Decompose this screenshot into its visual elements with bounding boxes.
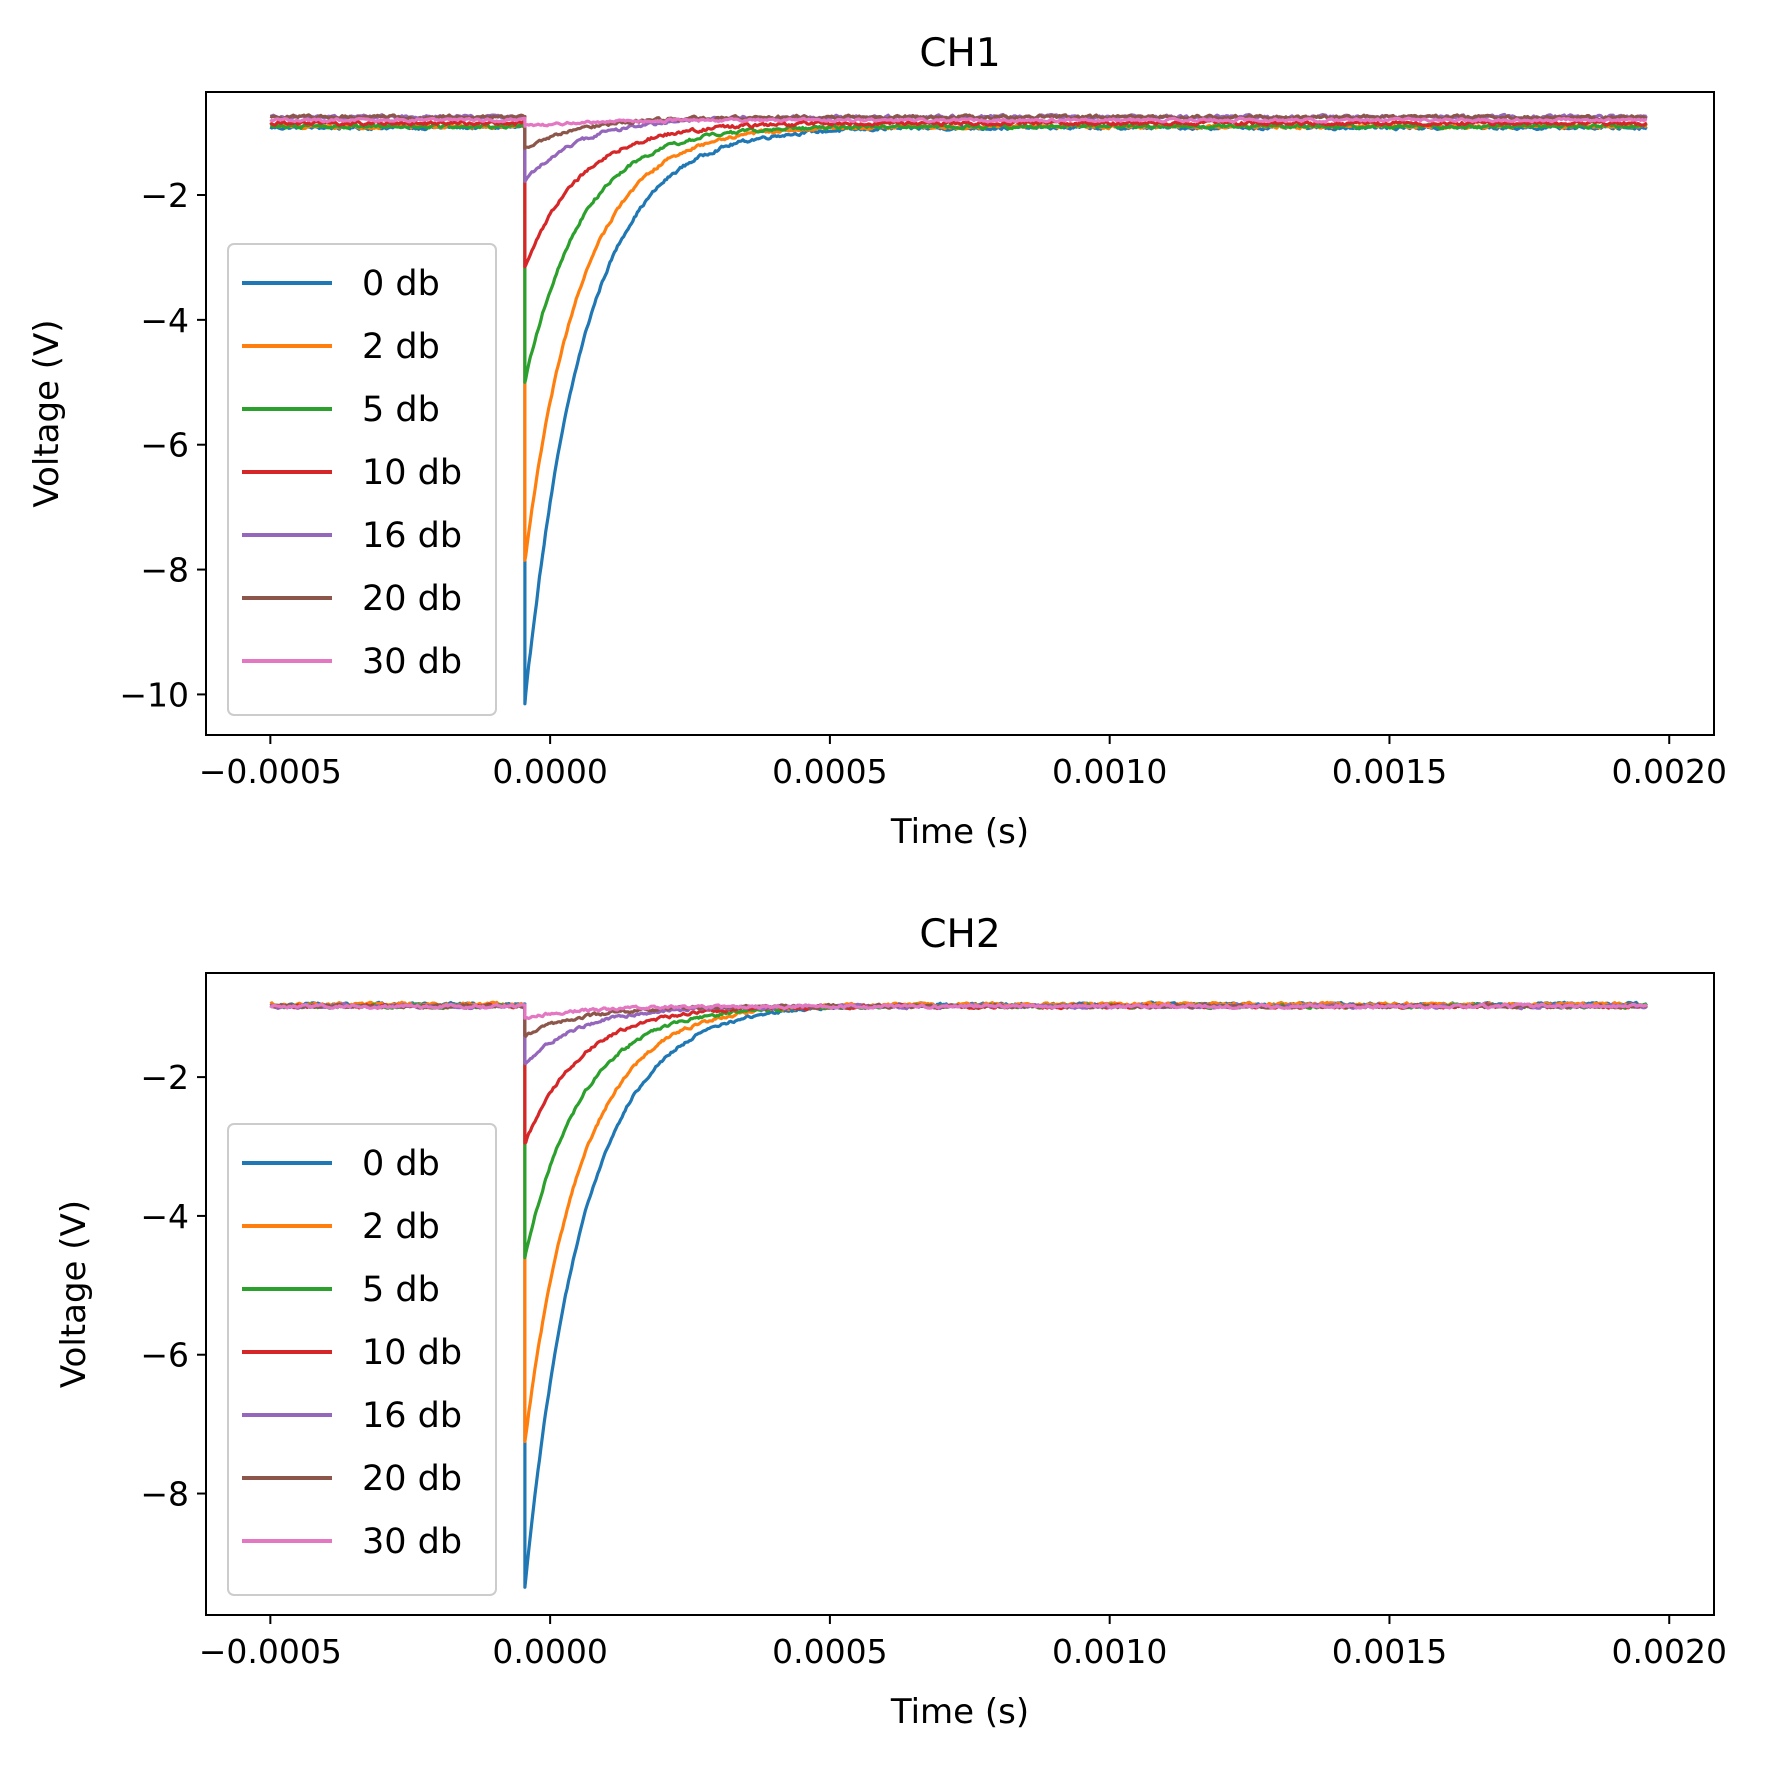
y-axis-label: Voltage (V) (54, 1200, 94, 1388)
chart-title: CH1 (919, 31, 1000, 76)
x-tick-label: 0.0000 (492, 752, 607, 791)
legend-label: 30 db (362, 1522, 462, 1562)
x-tick-label: 0.0020 (1612, 1632, 1727, 1671)
legend: 0 db 2 db 5 db 10 db 16 db 20 db 30 db (227, 1123, 497, 1596)
series-line-30-db (269, 116, 1648, 128)
legend-label: 16 db (362, 516, 462, 556)
axes-frame (205, 91, 1715, 736)
y-tick-label: −10 (119, 675, 189, 714)
legend-label: 30 db (362, 642, 462, 682)
x-axis-label: Time (s) (890, 1692, 1029, 1732)
y-axis-label: Voltage (V) (27, 319, 67, 507)
legend-label: 0 db (362, 264, 440, 304)
x-tick-label: 0.0005 (772, 752, 887, 791)
legend-label: 2 db (362, 1207, 440, 1247)
x-tick-label: 0.0000 (492, 1632, 607, 1671)
legend-label: 5 db (362, 390, 440, 430)
x-axis-label: Time (s) (890, 812, 1029, 852)
legend-label: 16 db (362, 1396, 462, 1436)
chart-ch2: −0.0005 0.0000 0.0005 0.0010 0.0015 0.0020 −2 −… (54, 912, 1727, 1732)
y-tick-label: −4 (140, 301, 189, 340)
x-tick-label: 0.0015 (1332, 1632, 1447, 1671)
legend-label: 20 db (362, 579, 462, 619)
series-group (269, 1000, 1648, 1589)
series-line-30-db (269, 1002, 1648, 1021)
y-tick-label: −2 (140, 1058, 189, 1097)
x-tick-label: −0.0005 (199, 1632, 342, 1671)
y-tick-label: −2 (140, 176, 189, 215)
x-tick-label: 0.0020 (1612, 752, 1727, 791)
y-tick-label: −6 (140, 1336, 189, 1375)
series-group (269, 112, 1648, 706)
legend-label: 0 db (362, 1144, 440, 1184)
y-tick-label: −6 (140, 426, 189, 465)
legend-label: 2 db (362, 327, 440, 367)
axes-frame (205, 972, 1715, 1616)
y-tick-label: −8 (140, 551, 189, 590)
x-tick-label: 0.0010 (1052, 1632, 1167, 1671)
x-tick-label: −0.0005 (199, 752, 342, 791)
y-tick-label: −4 (140, 1197, 189, 1236)
legend-label: 5 db (362, 1270, 440, 1310)
legend: 0 db 2 db 5 db 10 db 16 db 20 db 30 db (227, 243, 497, 716)
chart-ch1: −0.0005 0.0000 0.0005 0.0010 0.0015 0.0020 −2 −… (27, 31, 1727, 852)
legend-label: 10 db (362, 1333, 462, 1373)
y-tick-label: −8 (140, 1475, 189, 1514)
legend-label: 20 db (362, 1459, 462, 1499)
chart-title: CH2 (919, 912, 1000, 957)
x-tick-label: 0.0015 (1332, 752, 1447, 791)
legend-label: 10 db (362, 453, 462, 493)
series-line-20-db (269, 113, 1648, 150)
x-tick-label: 0.0005 (772, 1632, 887, 1671)
x-tick-label: 0.0010 (1052, 752, 1167, 791)
